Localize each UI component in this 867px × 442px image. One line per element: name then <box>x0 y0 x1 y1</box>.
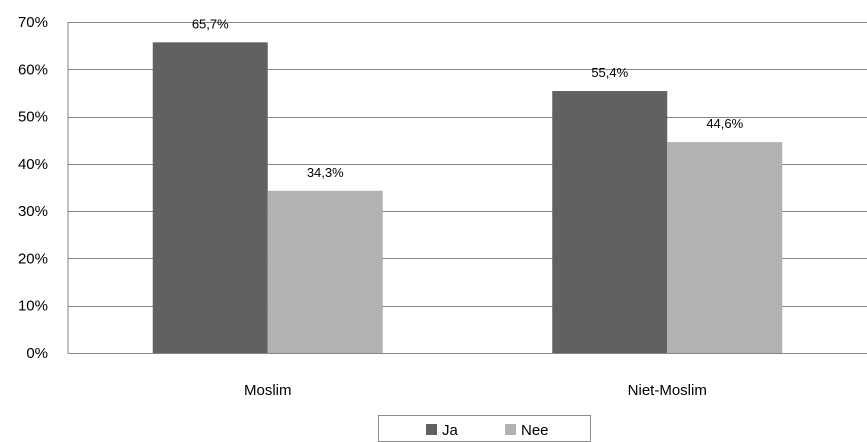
bar-ja-niet-moslim <box>552 91 668 353</box>
x-category-label: Moslim <box>244 382 292 399</box>
data-labels: 65,7% 34,3% 55,4% 44,6% <box>192 16 744 179</box>
data-label: 34,3% <box>307 165 344 180</box>
bar-ja-moslim <box>152 42 268 353</box>
x-category-label: Niet-Moslim <box>628 382 707 399</box>
y-tick-label: 0% <box>26 345 48 362</box>
y-axis-tick-labels: 0% 10% 20% 30% 40% 50% 60% 70% <box>18 14 48 362</box>
legend-box <box>378 415 591 442</box>
y-tick-label: 60% <box>18 61 48 78</box>
data-label: 44,6% <box>706 116 743 131</box>
bar-nee-moslim <box>267 190 383 353</box>
y-tick-label: 20% <box>18 250 48 267</box>
data-label: 55,4% <box>591 65 628 80</box>
y-tick-label: 40% <box>18 156 48 173</box>
x-axis-category-labels: Moslim Niet-Moslim <box>244 382 707 399</box>
legend-label-nee: Nee <box>521 422 549 439</box>
legend-label-ja: Ja <box>442 422 459 439</box>
legend: Ja Nee <box>378 415 591 442</box>
y-tick-label: 70% <box>18 14 48 31</box>
y-tick-label: 10% <box>18 298 48 315</box>
bar-nee-niet-moslim <box>667 142 783 353</box>
data-label: 65,7% <box>192 16 229 31</box>
legend-swatch-nee <box>505 424 516 435</box>
bars <box>152 42 783 353</box>
y-tick-label: 50% <box>18 109 48 126</box>
legend-swatch-ja <box>426 424 437 435</box>
y-tick-label: 30% <box>18 203 48 220</box>
